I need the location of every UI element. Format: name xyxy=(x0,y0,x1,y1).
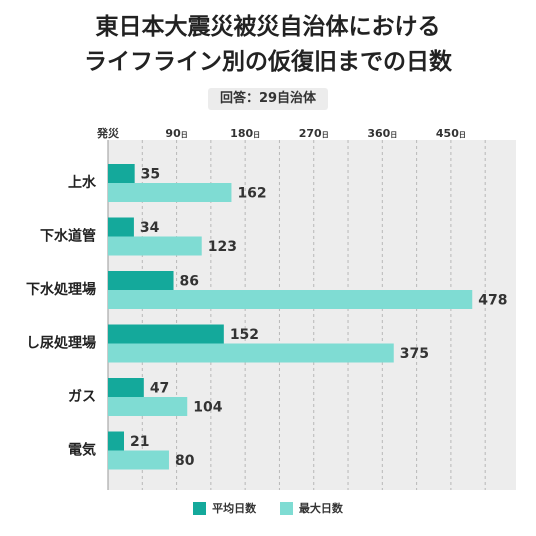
data-label: 80 xyxy=(175,453,195,469)
x-tick-unit: 日 xyxy=(181,131,188,139)
category-label: 電気 xyxy=(68,442,96,459)
legend-item-average: 平均日数 xyxy=(193,500,256,516)
category-label: 下水処理場 xyxy=(26,281,96,298)
bar xyxy=(108,164,135,183)
x-tick-unit: 日 xyxy=(390,131,397,139)
x-tick-label: 450日 xyxy=(436,127,466,140)
x-tick-unit: 日 xyxy=(253,131,260,139)
data-label: 162 xyxy=(237,186,266,202)
x-tick-label: 270日 xyxy=(299,127,329,140)
bar xyxy=(108,431,125,451)
x-tick-label: 90日 xyxy=(165,127,187,140)
bar xyxy=(108,290,473,309)
category-label: 上水 xyxy=(68,174,97,191)
data-label: 152 xyxy=(230,327,259,343)
legend-item-maximum: 最大日数 xyxy=(279,500,343,516)
category-label: ガス xyxy=(68,389,96,405)
bar xyxy=(108,378,144,397)
data-label: 104 xyxy=(193,400,222,416)
category-label: 下水道管 xyxy=(40,228,96,245)
x-tick-unit: 日 xyxy=(322,131,329,139)
data-label: 123 xyxy=(208,239,237,255)
legend-swatch-maximum xyxy=(279,501,293,515)
data-label: 47 xyxy=(150,381,169,397)
bar xyxy=(108,397,188,416)
bar xyxy=(108,271,174,290)
data-label: 375 xyxy=(400,346,429,362)
data-label: 478 xyxy=(478,293,507,309)
legend: 平均日数 最大日数 xyxy=(0,500,536,518)
bar xyxy=(108,183,232,202)
category-label: し尿処理場 xyxy=(26,335,96,352)
x-tick-unit: 日 xyxy=(459,131,466,139)
legend-swatch-average xyxy=(193,501,207,515)
bar xyxy=(108,236,202,256)
data-label: 34 xyxy=(140,220,160,236)
x-tick-label: 360日 xyxy=(367,127,397,140)
bar xyxy=(108,324,224,344)
bar xyxy=(108,343,394,363)
chart-title-line2: ライフライン別の仮復旧までの日数 xyxy=(84,49,452,75)
chart-title-line1: 東日本大震災被災自治体における xyxy=(95,14,441,40)
data-label: 35 xyxy=(141,167,160,183)
bar xyxy=(108,450,169,470)
respondents-badge: 回答：29自治体 xyxy=(208,88,328,110)
bar xyxy=(108,217,134,237)
legend-label-average: 平均日数 xyxy=(212,502,257,515)
legend-label-maximum: 最大日数 xyxy=(298,502,343,515)
data-label: 21 xyxy=(130,434,149,450)
data-label: 86 xyxy=(180,274,199,290)
x-tick-label: 180日 xyxy=(230,127,260,140)
x-tick-label: 発災 xyxy=(96,126,120,140)
